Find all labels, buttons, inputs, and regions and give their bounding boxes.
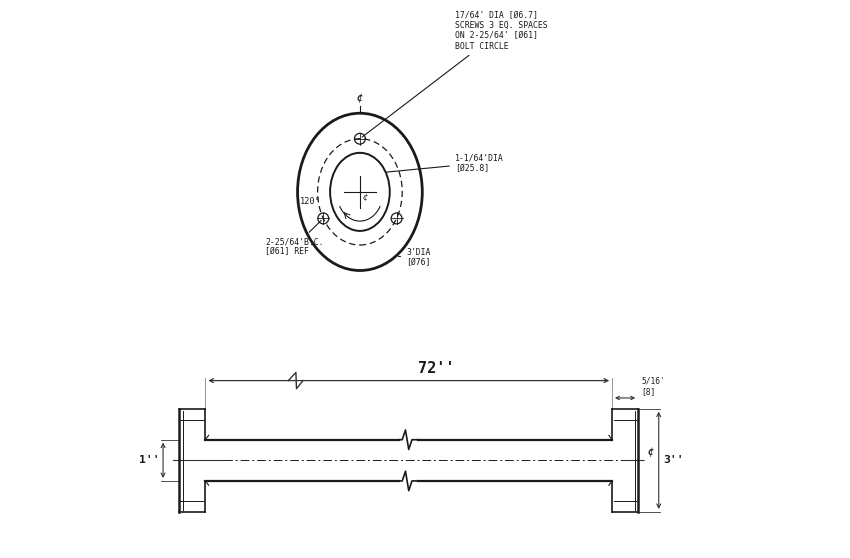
Text: 72'': 72'' [417,360,454,376]
Text: 120°: 120° [300,197,321,206]
Text: 3'DIA
[Ø76]: 3'DIA [Ø76] [399,248,430,267]
Text: 17/64' DIA [Ø6.7]
SCREWS 3 EQ. SPACES
ON 2-25/64' [Ø61]
BOLT CIRCLE: 17/64' DIA [Ø6.7] SCREWS 3 EQ. SPACES ON… [362,11,547,137]
Text: 3'': 3'' [663,455,683,465]
Text: 5/16'
[8]: 5/16' [8] [642,377,666,396]
Text: ¢: ¢ [363,193,368,202]
Text: ¢: ¢ [357,94,363,103]
Text: 2-25/64'B.C.
[Ø61] REF: 2-25/64'B.C. [Ø61] REF [265,220,324,257]
Text: 1'': 1'' [139,455,160,465]
Text: ¢: ¢ [648,447,654,457]
Text: 1-1/64'DIA
[Ø25.8]: 1-1/64'DIA [Ø25.8] [387,153,503,173]
